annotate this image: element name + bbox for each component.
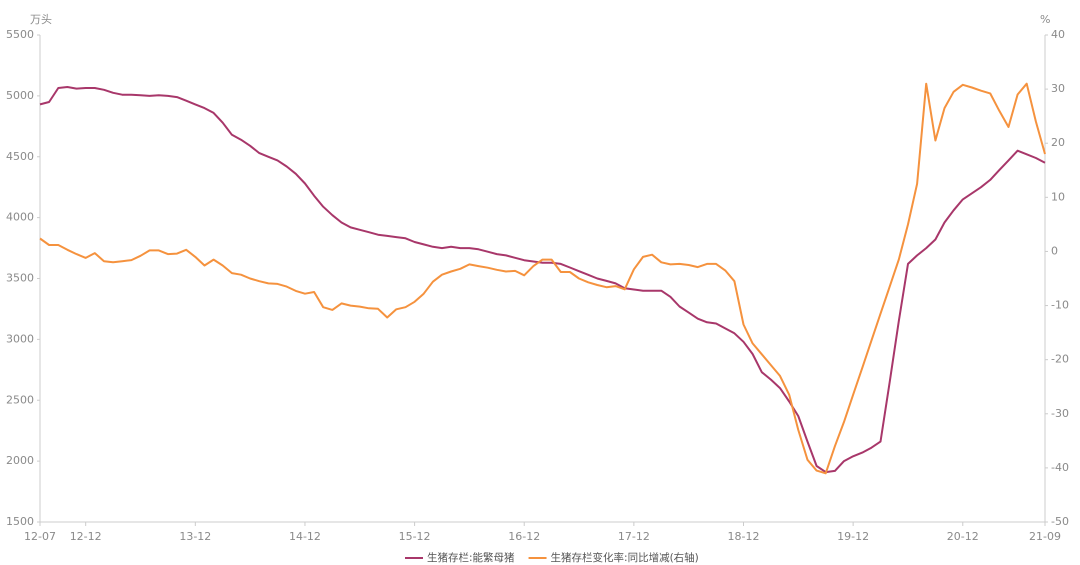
y2-tick-label: -20 xyxy=(1051,353,1069,366)
x-tick-label: 16-12 xyxy=(508,530,540,543)
y-tick-label: 4000 xyxy=(6,211,34,224)
y-tick-label: 4500 xyxy=(6,150,34,163)
y2-unit-label: % xyxy=(1040,13,1050,26)
y-tick-label: 3500 xyxy=(6,272,34,285)
y2-tick-label: 10 xyxy=(1051,190,1065,203)
x-tick-label: 12-12 xyxy=(70,530,102,543)
x-tick-label: 12-07 xyxy=(24,530,56,543)
y-unit-label: 万头 xyxy=(30,13,52,26)
y-tick-label: 5000 xyxy=(6,89,34,102)
y-tick-label: 5500 xyxy=(6,28,34,41)
x-tick-label: 13-12 xyxy=(179,530,211,543)
legend-label: 生猪存栏变化率:同比增减(右轴) xyxy=(551,551,699,564)
x-tick-label: 17-12 xyxy=(618,530,650,543)
series-line xyxy=(39,82,1046,475)
legend: 生猪存栏:能繁母猪 生猪存栏变化率:同比增减(右轴) xyxy=(405,551,699,564)
series-line xyxy=(39,86,1046,474)
x-tick-label: 21-09 xyxy=(1029,530,1061,543)
y2-tick-label: -10 xyxy=(1051,299,1069,312)
y2-tick-label: -50 xyxy=(1051,515,1069,528)
y-tick-label: 3000 xyxy=(6,332,34,345)
y2-tick-label: 30 xyxy=(1051,82,1065,95)
y2-tick-label: 20 xyxy=(1051,136,1065,149)
legend-label: 生猪存栏:能繁母猪 xyxy=(427,551,515,564)
y2-tick-label: 40 xyxy=(1051,28,1065,41)
y2-tick-label: 0 xyxy=(1051,244,1058,257)
y-tick-label: 2500 xyxy=(6,393,34,406)
y2-tick-label: -40 xyxy=(1051,461,1069,474)
x-tick-label: 15-12 xyxy=(399,530,431,543)
y-tick-label: 1500 xyxy=(6,515,34,528)
x-tick-label: 18-12 xyxy=(728,530,760,543)
y2-tick-label: -30 xyxy=(1051,407,1069,420)
x-tick-label: 20-12 xyxy=(947,530,979,543)
y-tick-label: 2000 xyxy=(6,454,34,467)
x-tick-label: 19-12 xyxy=(837,530,869,543)
x-tick-label: 14-12 xyxy=(289,530,321,543)
